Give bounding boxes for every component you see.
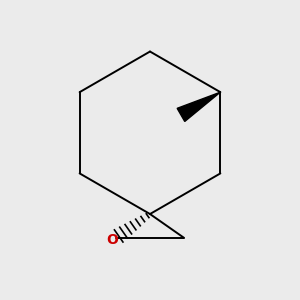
Text: O: O <box>106 233 118 247</box>
Polygon shape <box>177 92 220 122</box>
